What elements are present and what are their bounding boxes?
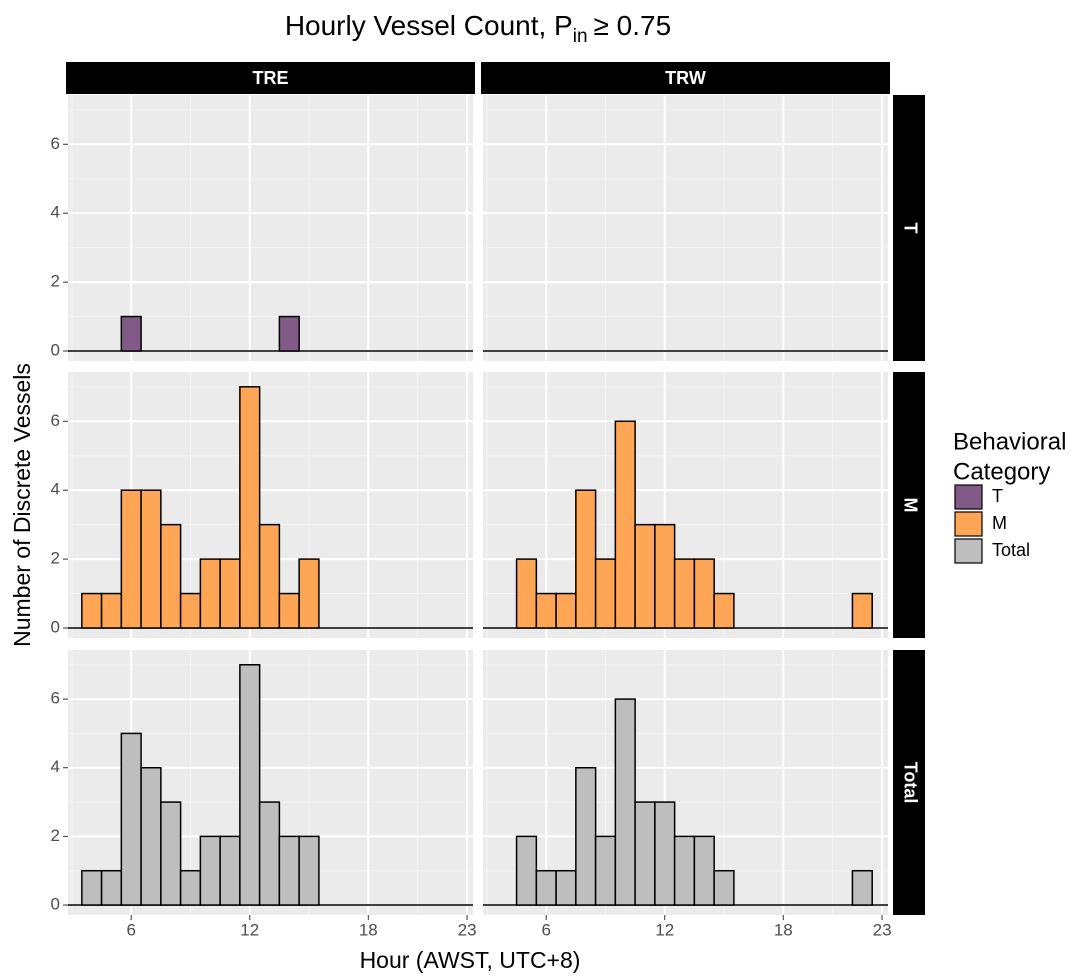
x-tick-label: 23 [458,920,477,939]
row-strip-label: M [900,498,920,513]
y-tick-label: 4 [51,203,60,222]
title-sub: in [573,26,588,47]
bar [219,558,241,629]
y-tick-label: 4 [51,480,60,499]
bar [120,732,142,906]
y-tick-label: 6 [51,411,60,430]
y-tick-label: 6 [51,134,60,153]
legend-label: Total [992,540,1030,560]
bar [851,869,873,906]
panel-background [483,95,888,361]
bar [81,869,103,906]
legend-key [954,511,983,537]
x-tick-label: 6 [541,920,550,939]
y-tick-label: 4 [51,757,60,776]
legend-title: Behavioral [953,428,1066,455]
bar [258,801,281,906]
x-tick-label: 18 [359,920,378,939]
x-tick-label: 18 [774,920,793,939]
row-strip [893,372,925,638]
y-tick-label: 0 [51,617,60,636]
bar [851,592,873,629]
column-strip [66,62,475,94]
bar [100,592,123,629]
bar [535,592,557,629]
bar [555,869,577,906]
bar [594,835,617,906]
legend-title: Category [953,458,1050,485]
bar [693,835,715,906]
bar [654,523,676,629]
y-tick-label: 2 [51,826,60,845]
bar [713,592,735,629]
y-tick-label: 0 [51,340,60,359]
bar [515,835,538,906]
bar [140,766,162,906]
bar [614,420,636,629]
bar [219,835,241,906]
bar [575,489,597,629]
x-tick-label: 12 [240,920,259,939]
bar [278,835,300,906]
x-tick-label: 12 [655,920,674,939]
title-rest: ≥ 0.75 [594,10,672,41]
x-axis-label: Hour (AWST, UTC+8) [360,947,581,973]
bar [100,869,123,906]
chart-title: Hourly Vessel Count, Pin ≥ 0.75 [285,10,671,47]
column-strip-label: TRW [665,68,706,88]
legend-key [954,484,983,510]
y-tick-label: 2 [51,549,60,568]
bar [634,523,656,629]
legend-label: M [992,513,1007,533]
bar [239,386,261,629]
bar [160,523,182,629]
legend-key [954,538,983,564]
y-tick-label: 2 [51,272,60,291]
row-strip-label: Total [900,762,920,804]
bar [199,558,221,629]
bar [594,558,617,629]
bar [298,558,320,629]
bar [555,592,577,629]
bar [575,766,597,906]
bar [634,801,656,906]
bar [160,801,182,906]
bar [654,801,676,906]
bar [673,558,696,629]
bar [199,835,221,906]
row-strip [893,650,925,915]
bar [179,869,202,906]
row-strip [893,95,925,361]
bar [278,592,300,629]
bar [693,558,715,629]
bar [239,664,261,906]
bar [515,558,538,629]
legend-label: T [992,486,1003,506]
y-tick-label: 0 [51,895,60,914]
x-tick-label: 23 [873,920,892,939]
column-strip-label: TRE [253,68,289,88]
bar [258,523,281,629]
title-main: Hourly Vessel Count, P [285,10,573,41]
bar [140,489,162,629]
bar [535,869,557,906]
column-strip [481,62,890,94]
bar [713,869,735,906]
bar [298,835,320,906]
row-strip-label: T [900,223,920,234]
bar [120,489,142,629]
y-tick-label: 6 [51,689,60,708]
bar [120,315,142,352]
bar [673,835,696,906]
bar [179,592,202,629]
bar [81,592,103,629]
bar [614,698,636,906]
x-tick-label: 6 [126,920,135,939]
bar [278,315,300,352]
y-axis-label: Number of Discrete Vessels [9,363,35,647]
